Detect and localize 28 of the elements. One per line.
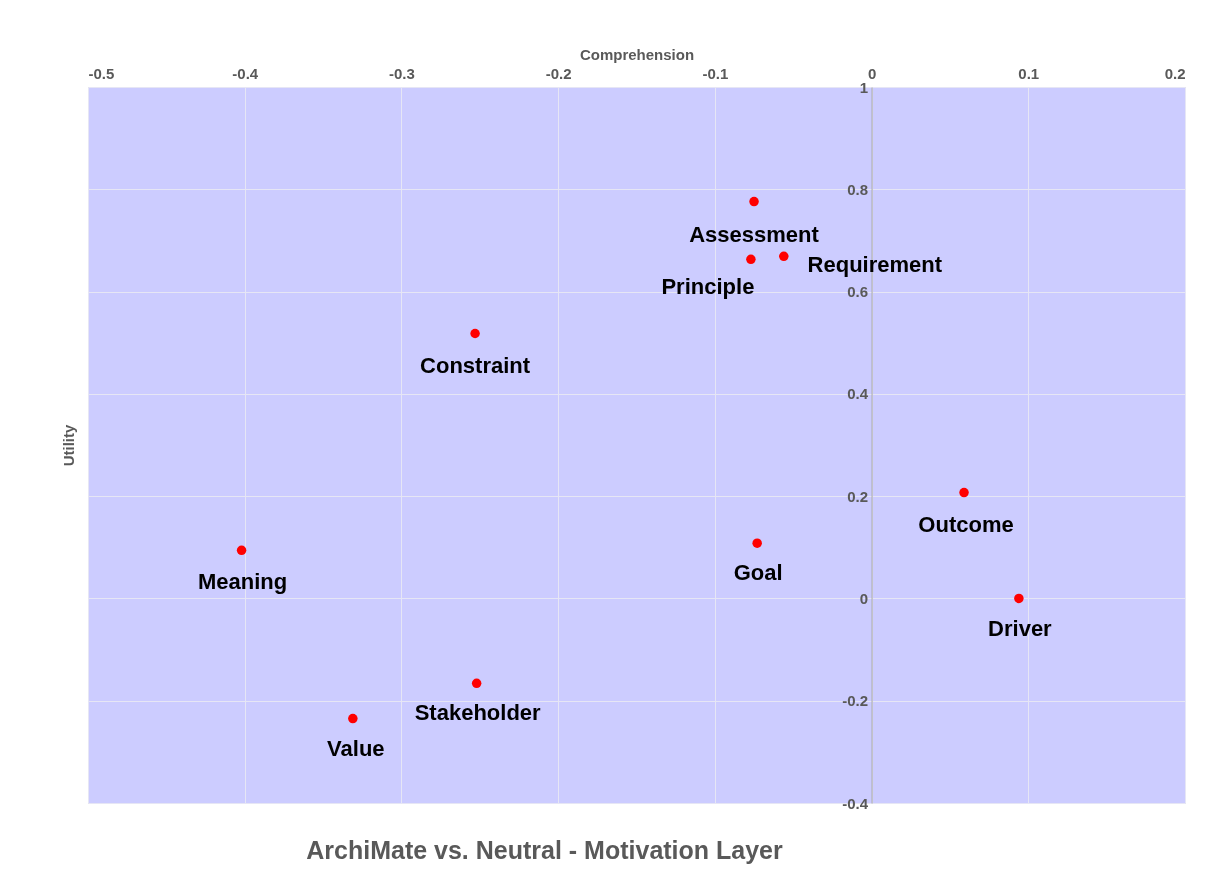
y-tick-label: -0.2 [842, 692, 869, 710]
annotation: Meaning [197, 569, 288, 595]
x-tick-label: -0.4 [232, 64, 259, 82]
annotation: Driver [988, 616, 1053, 642]
x-tick-label: -0.2 [545, 64, 572, 82]
y-tick-label: -0.4 [842, 794, 869, 812]
y-tick-label: 1 [859, 78, 869, 96]
x-tick-label: -0.5 [88, 64, 115, 82]
annotation: Assessment [689, 221, 820, 247]
x-tick-label: -0.1 [702, 64, 729, 82]
annotation: Constraint [420, 352, 531, 378]
y-axis-title: Utility [59, 424, 77, 467]
y-tick-label: 0.2 [847, 487, 869, 505]
text: ArchiMate vs. Neutral - Motivation Layer [306, 836, 784, 864]
x-tick-label: 0.1 [1018, 64, 1040, 82]
x-axis-title: Comprehension [579, 45, 695, 63]
y-tick-label: 0.4 [847, 385, 869, 403]
annotation: Principle [661, 274, 755, 300]
annotation: Outcome [918, 511, 1014, 537]
annotation: Stakeholder [414, 700, 542, 726]
x-tick-label: -0.3 [389, 64, 415, 82]
x-tick-label: 0.2 [1164, 64, 1186, 82]
y-tick-label: 0.6 [847, 283, 869, 301]
y-tick-label: 0.8 [847, 180, 869, 198]
annotation: Goal [733, 560, 783, 586]
y-tick-label: 0 [859, 589, 869, 607]
annotation: Value [327, 735, 385, 761]
annotation: Requirement [807, 252, 943, 278]
